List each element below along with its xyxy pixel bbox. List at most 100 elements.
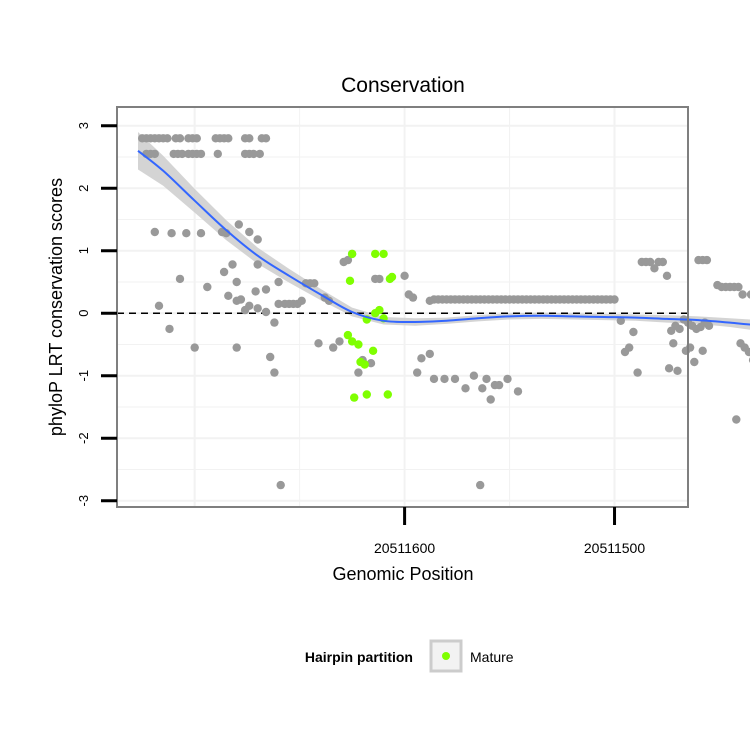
other-point (469, 371, 479, 380)
mature-point (343, 330, 353, 340)
other-point (408, 293, 418, 302)
other-point (228, 260, 237, 269)
other-point (232, 343, 241, 352)
other-point (616, 316, 625, 325)
mature-point (362, 390, 371, 399)
other-point (375, 274, 384, 284)
other-point (255, 149, 264, 159)
x-tick-label: 20511500 (584, 540, 645, 556)
other-point (335, 337, 344, 346)
other-point (245, 227, 254, 237)
other-point (310, 279, 319, 288)
other-point (494, 380, 504, 390)
y-tick-label: -1 (76, 370, 91, 382)
legend: Hairpin partition Mature (305, 639, 514, 673)
other-point (366, 359, 376, 368)
other-point (440, 374, 449, 384)
other-point (165, 324, 174, 334)
other-point (478, 384, 487, 393)
mature-point (360, 360, 369, 369)
mature-point (383, 390, 392, 399)
other-point (224, 134, 233, 143)
other-point (276, 480, 285, 490)
other-point (270, 318, 279, 327)
other-point (625, 343, 634, 352)
other-point (261, 285, 271, 294)
other-point (690, 357, 699, 367)
other-point (177, 149, 187, 159)
other-point (314, 339, 323, 348)
y-tick-label: 0 (76, 310, 91, 317)
legend-mature-marker (442, 652, 450, 660)
other-point (245, 134, 254, 143)
mature-point (371, 309, 380, 318)
legend-mature-label: Mature (470, 649, 514, 665)
mature-point (345, 276, 355, 285)
other-point (249, 149, 258, 159)
other-point (175, 274, 185, 284)
mature-point (379, 249, 388, 259)
mature-point (350, 393, 359, 402)
other-point (413, 368, 422, 377)
other-point (486, 395, 495, 404)
other-point (219, 267, 229, 277)
plot-frame (116, 106, 689, 508)
other-point (704, 321, 714, 330)
other-point (513, 387, 523, 396)
other-point (175, 134, 185, 143)
other-point (213, 149, 222, 159)
axes: -3 -2 -1 0 1 2 3 20511600 20511500 (76, 122, 645, 556)
other-point (236, 295, 246, 304)
other-point (196, 229, 206, 238)
other-point (192, 134, 201, 143)
other-point (150, 227, 159, 237)
other-point (232, 277, 241, 287)
other-point (190, 343, 199, 352)
y-tick-label: 1 (76, 247, 91, 254)
other-point (664, 364, 674, 373)
other-point (429, 374, 439, 384)
y-tick-label: -2 (76, 432, 91, 444)
other-point (675, 324, 684, 334)
other-point (270, 368, 279, 377)
other-point (738, 290, 747, 299)
other-point (732, 415, 741, 424)
other-point (734, 282, 743, 292)
other-point (354, 368, 363, 377)
other-point (698, 346, 707, 355)
other-point (417, 354, 426, 363)
other-point (196, 149, 206, 159)
other-point (400, 271, 409, 280)
other-point (253, 260, 262, 269)
confidence-band-area (138, 132, 750, 330)
other-point (167, 229, 176, 238)
smooth-curve (137, 150, 750, 326)
other-point (650, 264, 659, 273)
x-axis-label: Genomic Position (332, 564, 473, 584)
smooth-line (137, 150, 750, 326)
other-point (450, 374, 460, 384)
mature-point (387, 272, 397, 282)
other-point (744, 347, 750, 357)
other-point (182, 229, 191, 238)
other-point (234, 220, 243, 229)
other-point (261, 134, 271, 143)
y-tick-label: -3 (76, 495, 91, 507)
confidence-band (138, 132, 750, 330)
mature-point (347, 249, 357, 259)
y-tick-label: 2 (76, 185, 91, 192)
other-point (746, 290, 750, 299)
other-point (297, 296, 306, 305)
other-point (662, 271, 672, 280)
other-point (669, 339, 678, 348)
other-point (633, 368, 642, 377)
other-point (274, 299, 283, 309)
other-point (629, 327, 638, 337)
mature-point (347, 337, 357, 346)
other-point (658, 257, 667, 267)
other-point (476, 480, 485, 490)
other-point (253, 235, 262, 244)
plot-area (117, 107, 688, 507)
other-point (261, 307, 271, 317)
